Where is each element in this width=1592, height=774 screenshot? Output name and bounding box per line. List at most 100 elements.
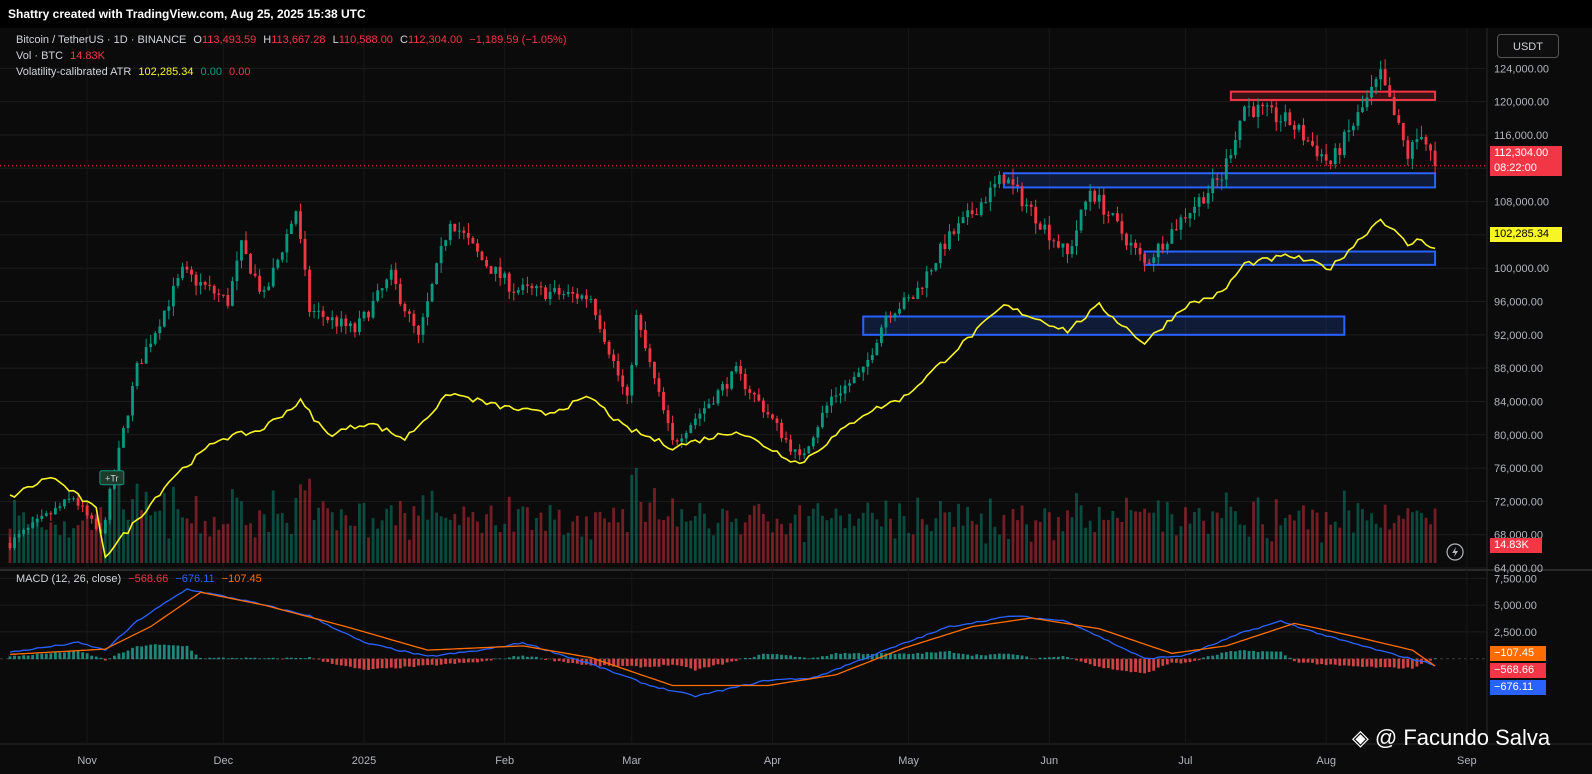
macd-histogram-bar — [480, 658, 484, 662]
candle-body — [1342, 131, 1346, 156]
macd-histogram-bar — [407, 658, 411, 667]
volume-bar — [1220, 518, 1224, 563]
candle-body — [348, 323, 352, 326]
volume-bar — [1420, 513, 1423, 563]
macd-histogram-bar — [176, 645, 180, 660]
volume-bar — [730, 521, 734, 563]
volume-bar — [53, 524, 57, 563]
candle-body — [1106, 214, 1110, 216]
volume-bar — [889, 518, 892, 563]
candle-body — [1283, 112, 1287, 122]
macd-histogram-bar — [1274, 651, 1278, 660]
macd-histogram-bar — [217, 657, 221, 660]
volume-bar — [1297, 510, 1301, 563]
volume-bar — [1097, 506, 1101, 563]
chart-area[interactable]: 124,000.00120,000.00116,000.00112,000.00… — [0, 28, 1592, 774]
macd-histogram-bar — [725, 658, 729, 663]
candle-body — [94, 518, 98, 529]
macd-histogram-bar — [961, 653, 965, 660]
candle-body — [480, 251, 484, 260]
macd-histogram-bar — [117, 653, 121, 660]
macd-histogram-bar — [1215, 654, 1219, 660]
candle-body — [271, 267, 275, 287]
macd-histogram-bar — [1106, 658, 1110, 669]
candle-body — [1365, 97, 1369, 108]
volume-bar — [771, 532, 774, 563]
macd-histogram-bar — [1025, 656, 1029, 660]
volume-bar — [752, 505, 756, 563]
candle-body — [312, 310, 316, 313]
volume-bar — [1075, 493, 1078, 563]
volume-bar — [784, 534, 788, 563]
candle-body — [662, 391, 665, 411]
macd-histogram-bar — [1056, 656, 1060, 660]
volume-bar — [1061, 531, 1065, 563]
candle-body — [262, 290, 266, 292]
volume-bar — [258, 510, 262, 563]
macd-histogram-bar — [639, 658, 643, 668]
volume-bar — [589, 539, 593, 563]
candle-body — [1388, 85, 1392, 97]
macd-histogram-bar — [507, 657, 511, 660]
volume-bar — [1215, 512, 1219, 563]
macd-histogram-bar — [17, 656, 21, 660]
volume-bar — [671, 498, 675, 563]
macd-histogram-bar — [13, 655, 16, 660]
candle-body — [929, 270, 933, 272]
macd-histogram-bar — [979, 655, 983, 660]
volume-bar — [1365, 520, 1369, 563]
candle-body — [898, 308, 901, 314]
macd-histogram-bar — [49, 653, 53, 660]
volume-bar — [435, 512, 439, 563]
volume-bar — [639, 501, 643, 563]
macd-histogram-bar — [988, 654, 992, 660]
macd-histogram-bar — [90, 655, 94, 660]
macd-histogram-bar — [589, 658, 593, 666]
candle-body — [907, 297, 911, 299]
macd-histogram-bar — [1147, 658, 1151, 673]
candle-body — [308, 269, 311, 313]
candle-body — [757, 394, 761, 401]
macd-histogram-bar — [1002, 653, 1006, 660]
volume-bar — [739, 534, 743, 563]
macd-histogram-bar — [421, 658, 425, 666]
candle-body — [72, 498, 75, 500]
macd-histogram-bar — [1129, 658, 1133, 673]
volume-bar — [684, 521, 688, 563]
candle-body — [1410, 142, 1414, 159]
macd-histogram-bar — [1256, 652, 1260, 660]
candle-body — [820, 412, 824, 428]
macd-histogram-bar — [230, 657, 234, 660]
candle-body — [521, 284, 525, 291]
candle-body — [525, 284, 529, 286]
volume-bar — [675, 526, 679, 563]
macd-histogram-bar — [530, 656, 534, 660]
volume-bar — [376, 528, 380, 563]
candle-body — [825, 405, 829, 413]
candle-body — [539, 286, 543, 288]
macd-histogram-bar — [1034, 658, 1038, 660]
price-tick-label: 100,000.00 — [1494, 263, 1549, 275]
volume-bar — [230, 489, 234, 563]
volume-bar — [1025, 524, 1029, 563]
candle-body — [1297, 124, 1301, 130]
macd-histogram-bar — [171, 645, 175, 660]
volume-bar — [117, 475, 121, 563]
macd-histogram-bar — [462, 658, 466, 663]
volume-bar — [1370, 513, 1373, 563]
currency-button[interactable]: USDT — [1497, 34, 1559, 58]
macd-histogram-bar — [321, 658, 325, 662]
volume-bar — [966, 506, 970, 563]
candle-body — [285, 234, 289, 253]
volume-bar — [1429, 524, 1432, 563]
volume-bar — [1202, 520, 1206, 563]
volume-bar — [240, 501, 243, 563]
macd-histogram-bar — [1338, 658, 1342, 666]
volume-bar — [1288, 514, 1292, 563]
candle-body — [22, 529, 26, 534]
candle-body — [253, 273, 257, 276]
volume-bar — [1174, 535, 1178, 563]
volume-bar — [1283, 517, 1287, 563]
volume-bar — [317, 507, 321, 563]
candle-body — [861, 366, 865, 373]
